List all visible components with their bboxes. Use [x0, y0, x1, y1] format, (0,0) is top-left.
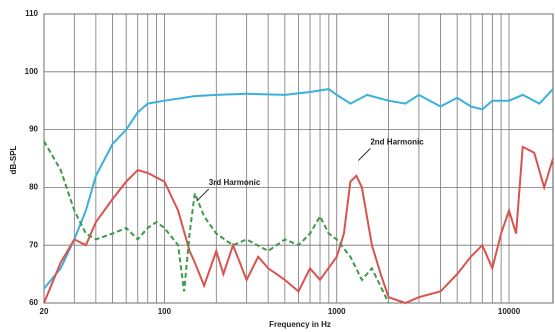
- y-axis-label: dB-SPL: [9, 145, 18, 174]
- x-axis-label: Frequency in Hz: [269, 320, 331, 329]
- y-tick-label: 100: [25, 67, 39, 76]
- x-tick-label: 10000: [498, 307, 521, 316]
- x-tick-label: 1000: [328, 307, 346, 316]
- series-line: [43, 145, 554, 305]
- y-tick-label: 60: [29, 298, 38, 307]
- y-tick-label: 80: [29, 183, 38, 192]
- series-line: [43, 140, 390, 304]
- series-line: [43, 88, 554, 290]
- y-tick-label: 90: [29, 125, 38, 134]
- annotation-arrow: [196, 188, 210, 202]
- x-tick-label: 20: [40, 307, 49, 316]
- x-tick-label: 100: [158, 307, 172, 316]
- annotation: 3rd Harmonic: [209, 178, 261, 187]
- annotation: 2nd Harmonic: [370, 138, 424, 147]
- y-tick-label: 110: [25, 9, 38, 18]
- y-tick-label: 70: [29, 240, 38, 249]
- annotation-arrow: [358, 148, 371, 161]
